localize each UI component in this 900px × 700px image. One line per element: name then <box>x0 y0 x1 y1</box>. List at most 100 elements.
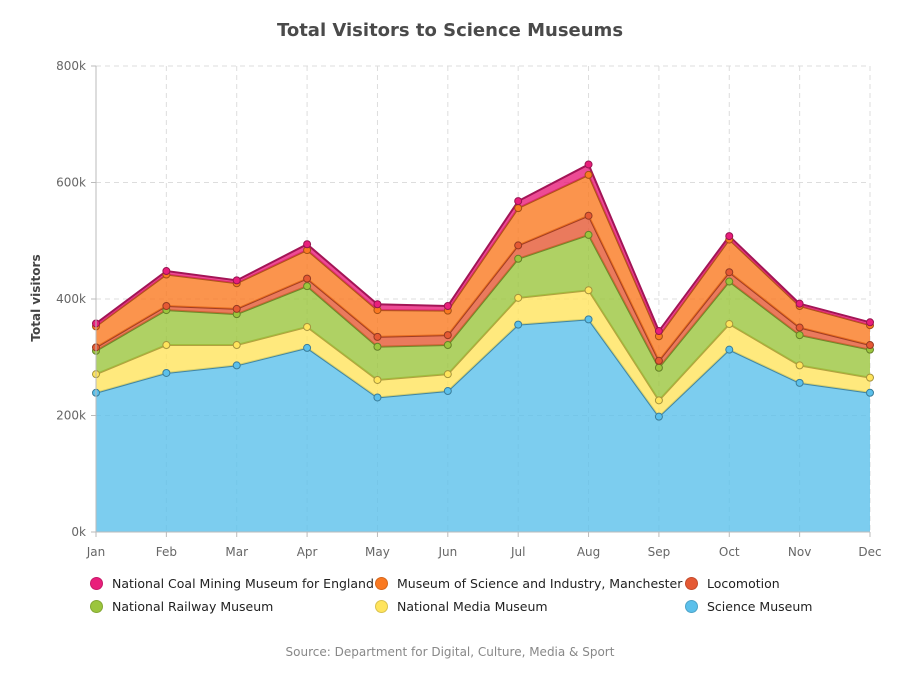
x-tick-label: Feb <box>156 545 177 559</box>
data-point[interactable] <box>303 274 312 283</box>
x-tick-label: Oct <box>719 545 740 559</box>
data-point[interactable] <box>795 378 804 387</box>
legend-label: National Media Museum <box>397 599 548 614</box>
y-tick-label: 400k <box>56 292 86 306</box>
data-point[interactable] <box>514 197 523 206</box>
legend-marker <box>685 577 698 590</box>
y-tick-label: 0k <box>71 525 86 539</box>
data-point[interactable] <box>584 315 593 324</box>
data-point[interactable] <box>866 388 874 397</box>
data-point[interactable] <box>514 320 523 329</box>
data-point[interactable] <box>795 323 804 332</box>
data-point[interactable] <box>654 396 663 405</box>
data-point[interactable] <box>232 276 241 285</box>
legend-marker <box>375 577 388 590</box>
data-point[interactable] <box>162 267 171 276</box>
legend-marker <box>685 600 698 613</box>
legend-item[interactable]: National Railway Museum <box>90 599 273 614</box>
series-line <box>95 163 871 334</box>
data-point[interactable] <box>373 393 382 402</box>
data-point[interactable] <box>373 332 382 341</box>
data-point[interactable] <box>443 341 452 350</box>
data-point[interactable] <box>162 301 171 310</box>
area-national-railway-museum <box>96 234 870 401</box>
x-tick-label: Mar <box>225 545 248 559</box>
legend-item[interactable]: Science Museum <box>685 599 812 614</box>
data-point[interactable] <box>725 232 734 241</box>
data-point[interactable] <box>303 240 312 249</box>
data-point[interactable] <box>866 341 874 350</box>
data-point[interactable] <box>443 387 452 396</box>
data-point[interactable] <box>795 361 804 370</box>
x-tick-label: May <box>365 545 390 559</box>
area-science-museum <box>96 319 870 532</box>
x-tick-label: Jan <box>86 545 106 559</box>
data-point[interactable] <box>866 373 874 382</box>
data-points <box>92 160 874 421</box>
data-point[interactable] <box>162 341 171 350</box>
y-tick-label: 600k <box>56 176 86 190</box>
data-point[interactable] <box>373 342 382 351</box>
data-point[interactable] <box>795 299 804 308</box>
data-point[interactable] <box>373 300 382 309</box>
legend-label: National Coal Mining Museum for England <box>112 576 374 591</box>
data-point[interactable] <box>373 375 382 384</box>
data-point[interactable] <box>232 341 241 350</box>
data-point[interactable] <box>654 363 663 372</box>
legend-item[interactable]: Locomotion <box>685 576 780 591</box>
data-point[interactable] <box>303 343 312 352</box>
data-point[interactable] <box>303 322 312 331</box>
chart-title: Total Visitors to Science Museums <box>276 20 624 41</box>
data-point[interactable] <box>725 268 734 277</box>
legend-label: Science Museum <box>707 599 813 614</box>
legend-label: National Railway Museum <box>112 599 274 614</box>
data-point[interactable] <box>232 304 241 313</box>
data-point[interactable] <box>654 412 663 421</box>
data-point[interactable] <box>443 370 452 379</box>
data-point[interactable] <box>584 286 593 295</box>
data-point[interactable] <box>654 356 663 365</box>
x-tick-label: Jul <box>510 545 525 559</box>
data-point[interactable] <box>866 318 874 327</box>
legend-item[interactable]: National Coal Mining Museum for England <box>90 576 374 591</box>
x-tick-label: Nov <box>788 545 811 559</box>
data-point[interactable] <box>725 320 734 329</box>
x-tick-label: Aug <box>577 545 600 559</box>
x-tick-labels: Jan Feb Mar Apr May Jun Jul Aug Sep Oct Nov Dec <box>86 532 882 559</box>
data-point[interactable] <box>584 160 593 169</box>
legend-item[interactable]: National Media Museum <box>375 599 548 614</box>
area-series <box>95 163 871 532</box>
area-museum-of-science-and-industry-manchester <box>96 174 870 361</box>
data-point[interactable] <box>795 331 804 340</box>
data-point[interactable] <box>303 282 312 291</box>
legend-label: Locomotion <box>707 576 780 591</box>
y-tick-label: 800k <box>56 59 86 73</box>
data-point[interactable] <box>514 293 523 302</box>
x-tick-label: Apr <box>297 545 318 559</box>
data-point[interactable] <box>584 230 593 239</box>
data-point[interactable] <box>232 361 241 370</box>
data-point[interactable] <box>654 327 663 336</box>
data-point[interactable] <box>584 170 593 179</box>
y-tick-labels: 0k 200k 400k 600k 800k <box>56 59 96 539</box>
data-point[interactable] <box>514 204 523 213</box>
data-point[interactable] <box>162 368 171 377</box>
legend-marker <box>90 577 103 590</box>
data-point[interactable] <box>514 254 523 263</box>
legend-item[interactable]: Museum of Science and Industry, Manchest… <box>375 576 682 591</box>
y-tick-label: 200k <box>56 409 86 423</box>
x-tick-label: Dec <box>858 545 881 559</box>
chart-source: Source: Department for Digital, Culture,… <box>285 645 615 659</box>
data-point[interactable] <box>443 301 452 310</box>
data-point[interactable] <box>584 211 593 220</box>
x-tick-label: Jun <box>437 545 457 559</box>
legend-marker <box>375 600 388 613</box>
x-tick-label: Sep <box>648 545 671 559</box>
data-point[interactable] <box>725 345 734 354</box>
area-national-media-museum <box>96 290 870 417</box>
data-point[interactable] <box>725 277 734 286</box>
legend-label: Museum of Science and Industry, Manchest… <box>397 576 683 591</box>
data-point[interactable] <box>514 241 523 250</box>
data-point[interactable] <box>443 331 452 340</box>
